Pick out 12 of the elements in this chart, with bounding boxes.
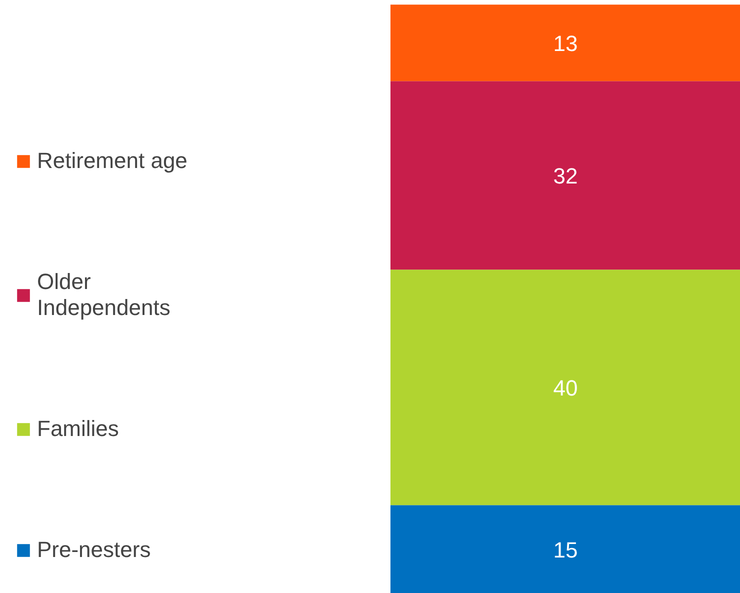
legend-label: Retirement age — [37, 148, 188, 174]
legend-label: Families — [37, 416, 119, 442]
data-label: 40 — [553, 375, 578, 400]
bar — [390, 505, 740, 593]
legend-label: Pre-nesters — [37, 537, 151, 563]
data-label: 15 — [553, 537, 578, 562]
legend-label: Older Independents — [37, 269, 170, 321]
data-label: 32 — [553, 163, 578, 188]
data-label: 13 — [553, 30, 578, 56]
bar — [390, 81, 740, 270]
bar — [390, 4, 740, 82]
bar — [390, 270, 740, 506]
